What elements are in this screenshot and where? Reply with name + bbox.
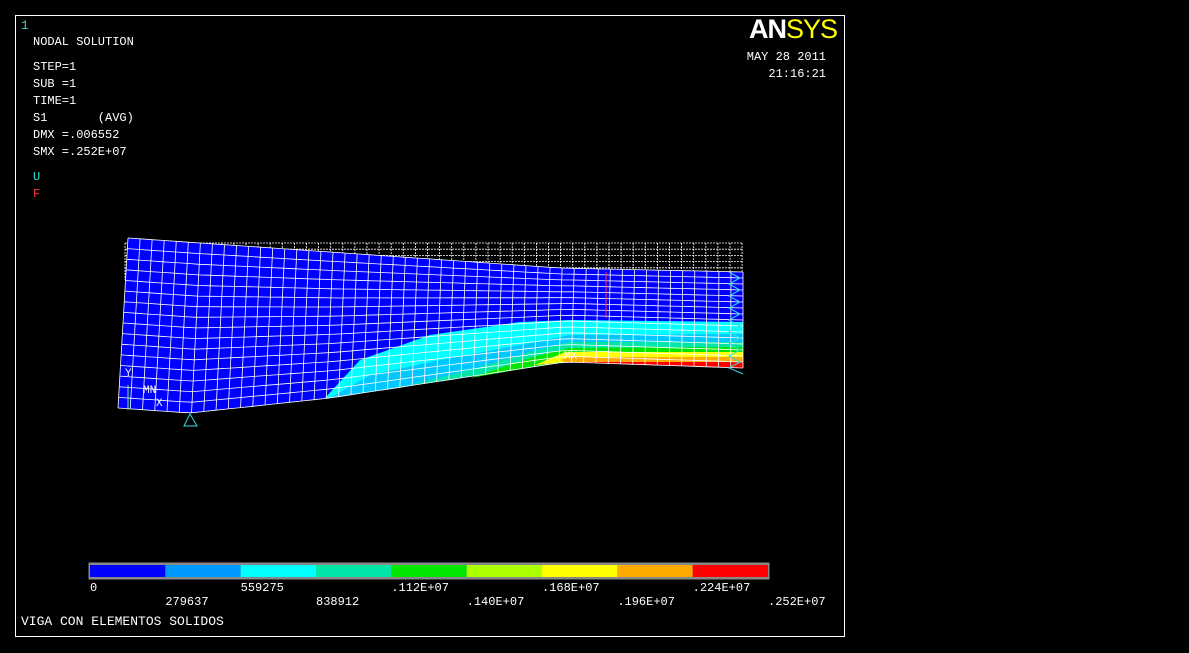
legend-label: 559275 xyxy=(241,581,284,595)
step: STEP=1 xyxy=(33,60,76,74)
legend-band xyxy=(391,565,467,577)
legend-label: 0 xyxy=(90,581,97,595)
dmx: DMX =.006552 xyxy=(33,128,119,142)
mesh-row xyxy=(122,314,744,329)
max-label: MX xyxy=(564,351,578,363)
deformed-mesh xyxy=(117,237,744,414)
legend-label: .112E+07 xyxy=(391,581,449,595)
mesh-row xyxy=(117,361,744,414)
mesh-row xyxy=(119,344,744,382)
time: 21:16:21 xyxy=(768,67,826,81)
mesh-row xyxy=(122,320,744,339)
sub: SUB =1 xyxy=(33,77,76,91)
mesh-row xyxy=(126,269,744,291)
logo-sys: SYS xyxy=(786,14,837,44)
symbol-f: F xyxy=(33,187,40,201)
legend-band xyxy=(165,565,241,577)
legend-label: .224E+07 xyxy=(693,581,751,595)
support-triangle xyxy=(183,412,198,427)
legend: 0 279637 559275 838912 .112E+07 .140E+07 .168E… xyxy=(88,562,826,609)
mesh-row xyxy=(123,308,744,318)
smx: SMX =.252E+07 xyxy=(33,145,127,159)
mesh-row xyxy=(121,326,744,350)
mesh-row xyxy=(120,338,744,371)
footer-title: VIGA CON ELEMENTOS SOLIDOS xyxy=(21,614,224,629)
logo: ANSYS xyxy=(749,14,837,44)
legend-band xyxy=(692,565,768,577)
mesh-row xyxy=(127,237,744,273)
plot-title: NODAL SOLUTION xyxy=(33,35,134,49)
legend-band xyxy=(316,565,392,577)
legend-band xyxy=(240,565,316,577)
legend-band xyxy=(466,565,542,577)
axis-x-label: X xyxy=(156,398,163,410)
legend-label: 279637 xyxy=(165,595,208,609)
legend-band xyxy=(617,565,693,577)
mesh-row xyxy=(119,350,744,393)
legend-label: .168E+07 xyxy=(542,581,600,595)
mesh-row xyxy=(118,355,744,403)
support-symbols xyxy=(727,271,744,375)
result-item: S1 (AVG) xyxy=(33,111,134,125)
mesh-row xyxy=(124,301,744,309)
legend-band xyxy=(542,565,618,577)
legend-band xyxy=(90,565,166,577)
legend-label: .252E+07 xyxy=(768,595,826,609)
mesh-row xyxy=(125,280,744,297)
legend-label: 838912 xyxy=(316,595,359,609)
beam-body xyxy=(118,238,743,413)
time-step: TIME=1 xyxy=(33,94,76,108)
frame xyxy=(15,15,845,637)
legend-label: .140E+07 xyxy=(467,595,525,609)
legend-label: .196E+07 xyxy=(617,595,675,609)
mesh-row xyxy=(121,332,744,361)
logo-an: AN xyxy=(749,14,786,44)
mesh-row xyxy=(124,290,744,303)
mesh-row xyxy=(127,248,744,279)
axis-y-label: Y xyxy=(125,368,132,380)
symbol-u: U xyxy=(33,170,40,184)
min-label: MN xyxy=(143,385,156,397)
date: MAY 28 2011 xyxy=(747,50,826,64)
window-number: 1 xyxy=(21,18,29,33)
mesh-row xyxy=(126,258,744,285)
